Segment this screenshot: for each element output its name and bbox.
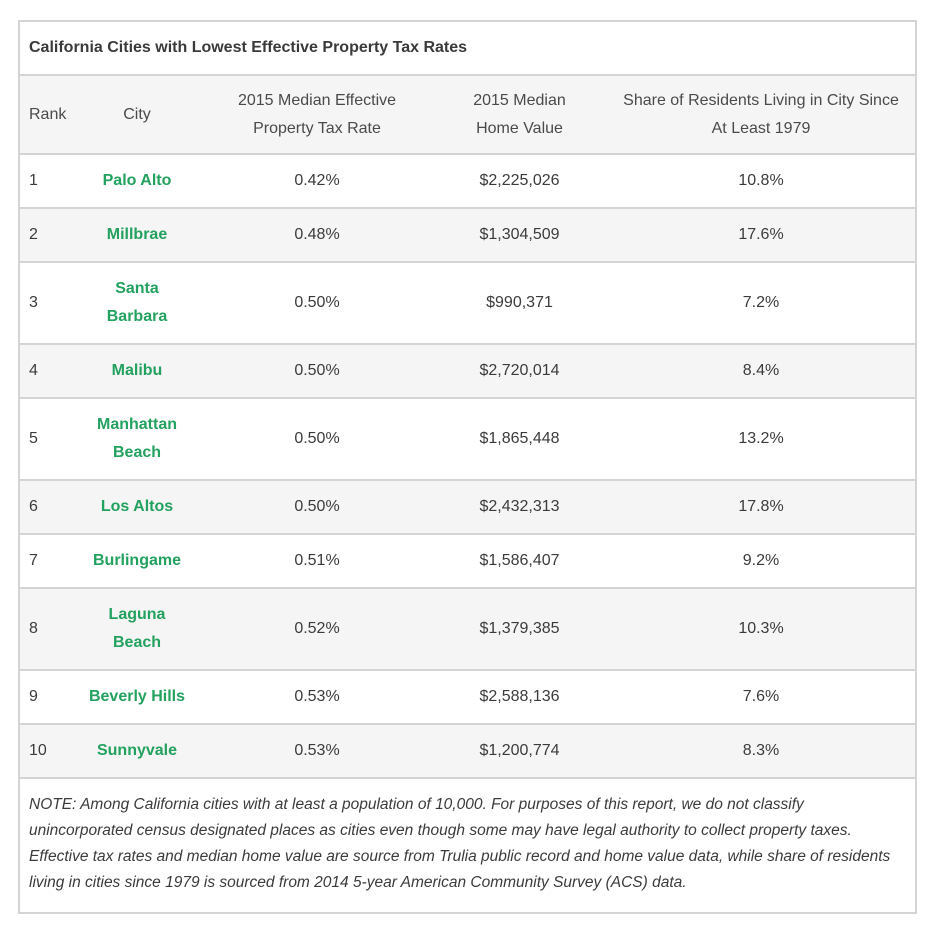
table-row: 7 Burlingame 0.51% $1,586,407 9.2% [20,534,915,589]
home-value-cell: $2,588,136 [432,670,607,725]
tax-rate-cell: 0.50% [202,344,432,399]
city-name-line1[interactable]: Palo Alto [102,172,172,189]
rank-cell: 7 [20,534,72,589]
city-link[interactable]: Malibu [72,344,202,399]
residents-share-cell: 17.8% [607,480,915,535]
residents-share-cell: 17.6% [607,208,915,263]
rank-cell: 8 [20,588,72,671]
city-link[interactable]: Los Altos [72,480,202,535]
tax-rate-cell: 0.48% [202,208,432,263]
city-name-line1[interactable]: Los Altos [100,498,174,515]
residents-share-cell: 10.8% [607,154,915,209]
header-tax-rate-line1: 2015 Median Effective [237,91,397,109]
residents-share-cell: 9.2% [607,534,915,589]
home-value-cell: $1,379,385 [432,588,607,671]
table-row: 2 Millbrae 0.48% $1,304,509 17.6% [20,208,915,263]
city-name-line1[interactable]: Millbrae [106,226,168,243]
table-row: 6 Los Altos 0.50% $2,432,313 17.8% [20,480,915,535]
tax-rate-cell: 0.42% [202,154,432,209]
home-value-cell: $1,304,509 [432,208,607,263]
rank-cell: 1 [20,154,72,209]
home-value-cell: $1,865,448 [432,398,607,481]
home-value-cell: $1,586,407 [432,534,607,589]
header-home-value-line2: Home Value [476,119,563,137]
property-tax-table: California Cities with Lowest Effective … [18,20,917,914]
city-name-line2[interactable]: Beach [112,444,162,461]
city-name-line1[interactable]: Laguna [108,606,166,623]
home-value-cell: $2,225,026 [432,154,607,209]
table-row: 3 Santa Barbara 0.50% $990,371 7.2% [20,262,915,345]
data-table: Rank City 2015 Median Effective Property… [20,76,915,779]
table-row: 1 Palo Alto 0.42% $2,225,026 10.8% [20,154,915,209]
city-name-line1[interactable]: Burlingame [92,552,181,569]
tax-rate-cell: 0.50% [202,262,432,345]
table-row: 8 Laguna Beach 0.52% $1,379,385 10.3% [20,588,915,671]
header-row: Rank City 2015 Median Effective Property… [20,76,915,155]
city-name-line1[interactable]: Manhattan [97,416,177,433]
residents-share-cell: 7.6% [607,670,915,725]
residents-share-cell: 10.3% [607,588,915,671]
header-residents-share: Share of Residents Living in City Since … [607,76,915,155]
rank-cell: 3 [20,262,72,345]
city-name-line2[interactable]: Beach [112,634,162,651]
header-tax-rate-line2: Property Tax Rate [253,119,381,137]
city-link[interactable]: Manhattan Beach [72,398,202,481]
rank-cell: 6 [20,480,72,535]
header-residents-line2: At Least 1979 [711,119,811,137]
table-row: 5 Manhattan Beach 0.50% $1,865,448 13.2% [20,398,915,481]
table-title: California Cities with Lowest Effective … [20,22,915,76]
home-value-cell: $2,720,014 [432,344,607,399]
tax-rate-cell: 0.50% [202,398,432,481]
city-link[interactable]: Beverly Hills [72,670,202,725]
home-value-cell: $990,371 [432,262,607,345]
table-row: 9 Beverly Hills 0.53% $2,588,136 7.6% [20,670,915,725]
rank-cell: 4 [20,344,72,399]
rank-cell: 9 [20,670,72,725]
table-row: 10 Sunnyvale 0.53% $1,200,774 8.3% [20,724,915,779]
residents-share-cell: 8.4% [607,344,915,399]
residents-share-cell: 13.2% [607,398,915,481]
tax-rate-cell: 0.52% [202,588,432,671]
header-rank: Rank [20,76,72,155]
residents-share-cell: 7.2% [607,262,915,345]
city-link[interactable]: Millbrae [72,208,202,263]
tax-rate-cell: 0.50% [202,480,432,535]
table-note: NOTE: Among California cities with at le… [29,796,891,891]
table-row: 4 Malibu 0.50% $2,720,014 8.4% [20,344,915,399]
header-tax-rate: 2015 Median Effective Property Tax Rate [202,76,432,155]
rank-cell: 5 [20,398,72,481]
city-link[interactable]: Sunnyvale [72,724,202,779]
rank-cell: 10 [20,724,72,779]
city-name-line1[interactable]: Malibu [111,362,163,379]
tax-rate-cell: 0.53% [202,724,432,779]
header-home-value: 2015 Median Home Value [432,76,607,155]
city-link[interactable]: Laguna Beach [72,588,202,671]
home-value-cell: $1,200,774 [432,724,607,779]
city-link[interactable]: Palo Alto [72,154,202,209]
residents-share-cell: 8.3% [607,724,915,779]
city-name-line1[interactable]: Sunnyvale [96,742,178,759]
city-name-line2[interactable]: Barbara [106,308,168,325]
city-link[interactable]: Burlingame [72,534,202,589]
header-city: City [72,76,202,155]
tax-rate-cell: 0.53% [202,670,432,725]
city-name-line1[interactable]: Santa [115,280,159,297]
rank-cell: 2 [20,208,72,263]
tax-rate-cell: 0.51% [202,534,432,589]
home-value-cell: $2,432,313 [432,480,607,535]
city-name-line1[interactable]: Beverly Hills [88,688,186,705]
header-home-value-line1: 2015 Median [473,91,566,109]
city-link[interactable]: Santa Barbara [72,262,202,345]
header-residents-line1: Share of Residents Living in City Since [623,91,899,109]
